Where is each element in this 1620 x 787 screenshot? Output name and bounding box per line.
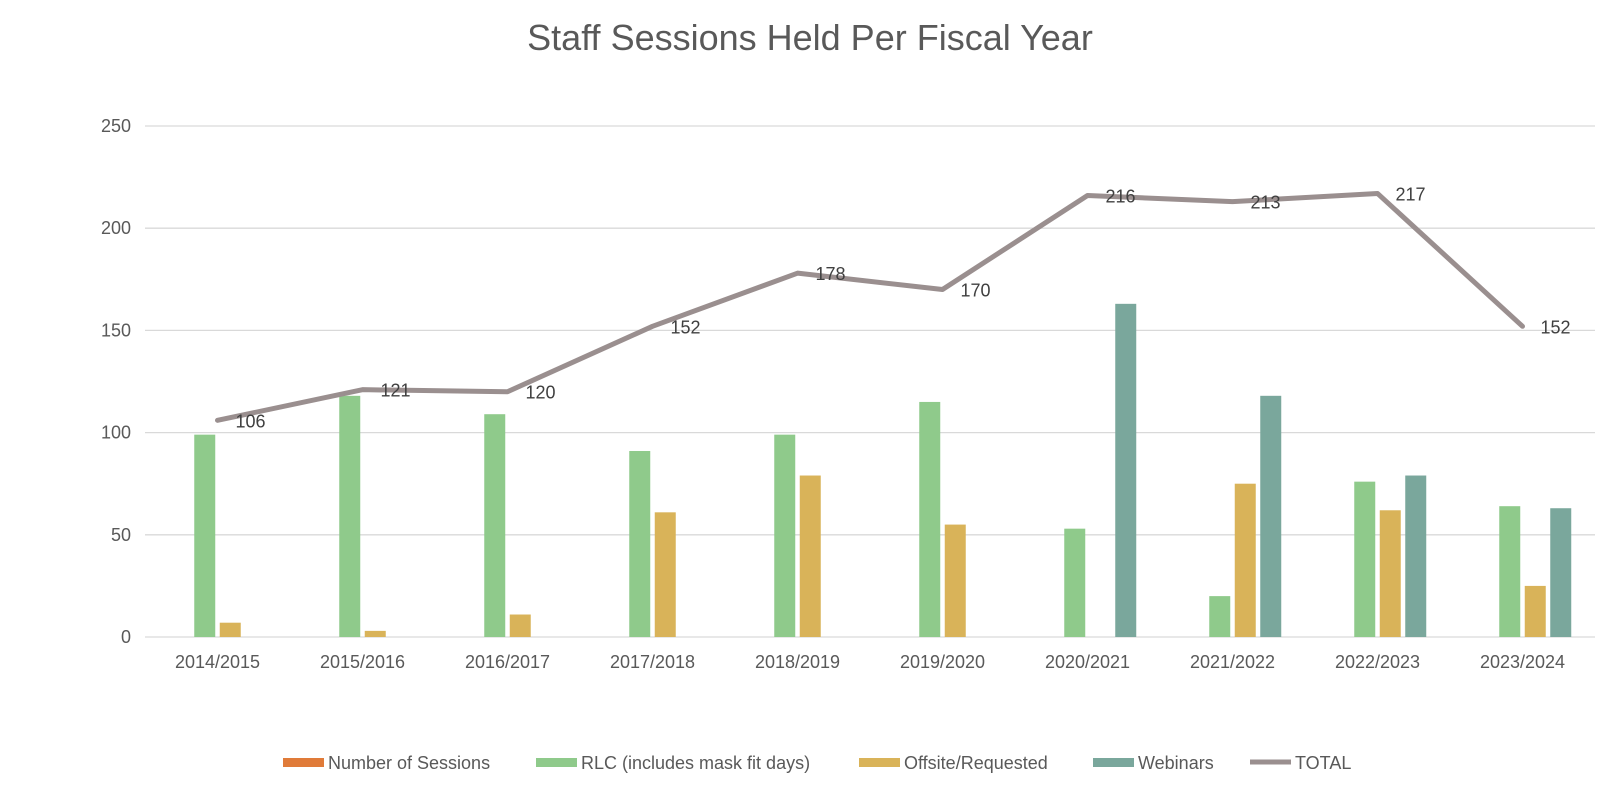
y-tick-label: 50: [111, 525, 131, 545]
bar: [1550, 508, 1572, 637]
bar: [1405, 475, 1427, 637]
y-tick-label: 100: [101, 423, 131, 443]
gridlines: [145, 125, 1595, 638]
x-tick-label: 2018/2019: [755, 652, 840, 672]
total-data-label: 152: [1541, 317, 1571, 337]
bar: [1354, 481, 1376, 637]
total-line: [215, 190, 1525, 423]
total-data-label: 217: [1396, 184, 1426, 204]
x-tick-label: 2019/2020: [900, 652, 985, 672]
total-series-line: [215, 190, 1525, 423]
x-tick-label: 2022/2023: [1335, 652, 1420, 672]
bar: [944, 524, 966, 637]
x-tick-label: 2016/2017: [465, 652, 550, 672]
x-tick-label: 2020/2021: [1045, 652, 1130, 672]
legend: Number of Sessions RLC (includes mask fit…: [283, 753, 1351, 773]
bar: [1064, 528, 1086, 637]
bar: [1379, 510, 1401, 637]
total-data-label: 106: [236, 411, 266, 431]
bar: [194, 434, 216, 637]
legend-label: RLC (includes mask fit days): [581, 753, 810, 773]
x-tick-label: 2015/2016: [320, 652, 405, 672]
legend-swatch: [859, 758, 900, 767]
bar: [219, 622, 241, 637]
y-tick-label: 200: [101, 218, 131, 238]
x-tick-label: 2014/2015: [175, 652, 260, 672]
x-tick-label: 2017/2018: [610, 652, 695, 672]
total-data-label: 216: [1106, 186, 1136, 206]
bar: [774, 434, 796, 637]
bar: [1234, 483, 1256, 637]
legend-label: TOTAL: [1295, 753, 1351, 773]
bars: [194, 303, 1572, 637]
bar: [654, 512, 676, 637]
y-tick-label: 250: [101, 116, 131, 136]
bar: [339, 395, 361, 637]
x-axis-ticks: 2014/2015 2015/2016 2016/2017 2017/2018 2018…: [175, 652, 1565, 672]
bar: [1209, 596, 1231, 637]
total-data-label: 213: [1251, 193, 1281, 213]
bar: [509, 614, 531, 637]
data-labels: 106 121 120 152 178 170 216 213 217 152: [236, 184, 1571, 431]
y-axis-ticks: 0 50 100 150 200 250: [101, 116, 131, 647]
chart-title: Staff Sessions Held Per Fiscal Year: [527, 17, 1093, 58]
x-tick-label: 2021/2022: [1190, 652, 1275, 672]
bar: [484, 414, 506, 637]
bar: [1499, 506, 1521, 637]
total-data-label: 152: [671, 317, 701, 337]
y-tick-label: 0: [121, 627, 131, 647]
bar: [1260, 395, 1282, 637]
total-data-label: 178: [816, 264, 846, 284]
legend-label: Webinars: [1138, 753, 1214, 773]
bar: [919, 401, 941, 637]
bar: [364, 630, 386, 637]
legend-swatch: [536, 758, 577, 767]
bar: [1115, 303, 1137, 637]
legend-swatch: [1093, 758, 1134, 767]
total-data-label: 170: [961, 281, 991, 301]
bar: [629, 450, 651, 637]
legend-label: Offsite/Requested: [904, 753, 1048, 773]
legend-label: Number of Sessions: [328, 753, 490, 773]
x-tick-label: 2023/2024: [1480, 652, 1565, 672]
total-data-label: 120: [526, 383, 556, 403]
bar: [799, 475, 821, 637]
total-data-label: 121: [381, 381, 411, 401]
bar: [1524, 585, 1546, 637]
y-tick-label: 150: [101, 320, 131, 340]
legend-swatch: [283, 758, 324, 767]
